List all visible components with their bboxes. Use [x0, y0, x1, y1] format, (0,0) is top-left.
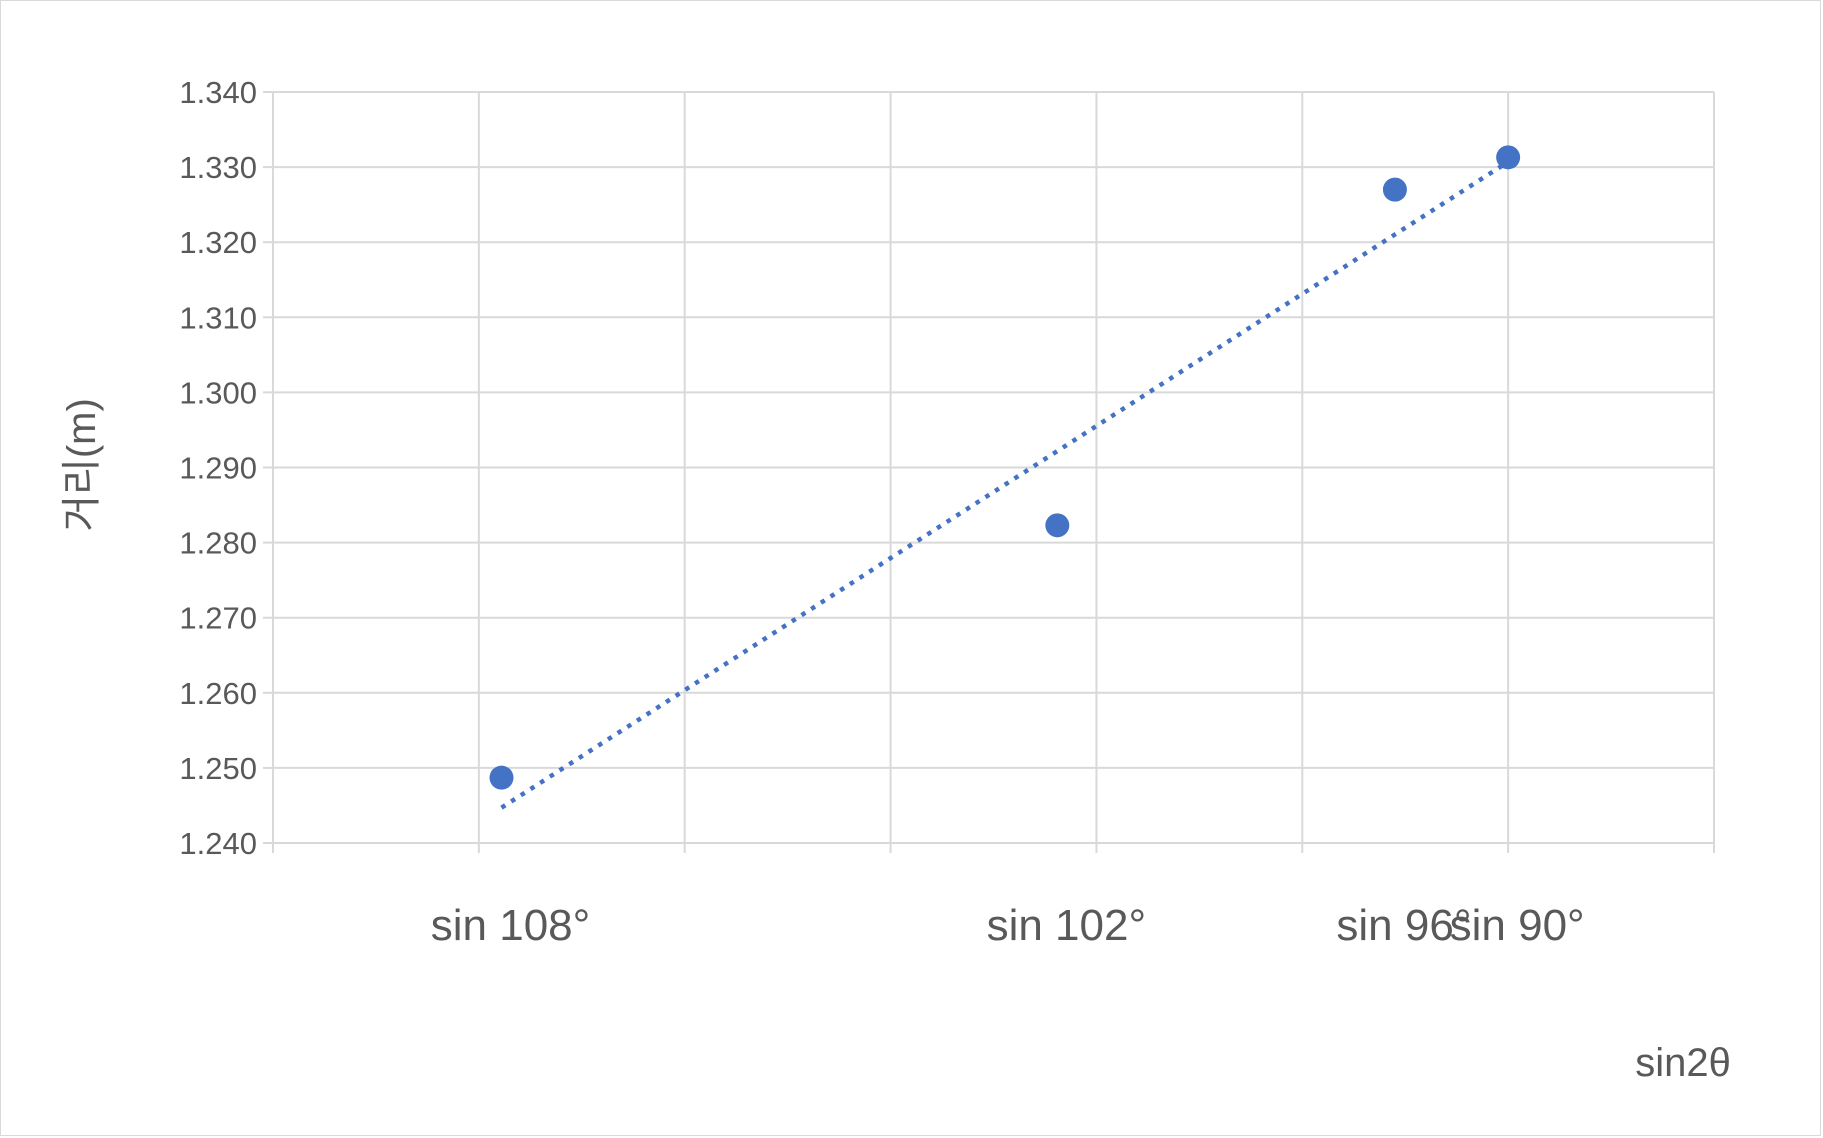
data-point [1382, 177, 1407, 202]
y-tick-label: 1.280 [179, 526, 257, 561]
trendline-group [500, 159, 1510, 810]
y-tick-label: 1.340 [179, 75, 257, 110]
y-axis-title: 거리(m) [60, 398, 104, 532]
y-tick-label: 1.330 [179, 150, 257, 185]
y-tick-label: 1.300 [179, 375, 257, 410]
y-tick-label: 1.270 [179, 601, 257, 636]
data-point [1045, 513, 1070, 538]
x-tick-label: sin 102° [987, 901, 1146, 950]
x-tick-label: sin 108° [431, 901, 590, 950]
x-tick-label: sin 90° [1450, 901, 1585, 950]
trendline [500, 159, 1510, 810]
y-tick-label: 1.250 [179, 751, 257, 786]
data-point [489, 765, 514, 790]
y-tick-label: 1.260 [179, 676, 257, 711]
x-axis-title: sin2θ [1635, 1041, 1731, 1085]
x-axis-ticks: sin 108° sin 102° sin 96°sin 90° [431, 901, 1585, 950]
y-tick-label: 1.290 [179, 451, 257, 486]
y-tick-label: 1.320 [179, 225, 257, 260]
gridlines [263, 91, 1715, 853]
y-tick-label: 1.310 [179, 300, 257, 335]
data-points [489, 145, 1521, 790]
data-point [1496, 145, 1521, 170]
y-tick-label: 1.240 [179, 826, 257, 861]
y-axis-ticks: 1.240 1.250 1.260 1.270 1.280 1.290 1.300 1.310… [179, 75, 257, 861]
x-tick-label: sin 96° [1336, 901, 1471, 950]
